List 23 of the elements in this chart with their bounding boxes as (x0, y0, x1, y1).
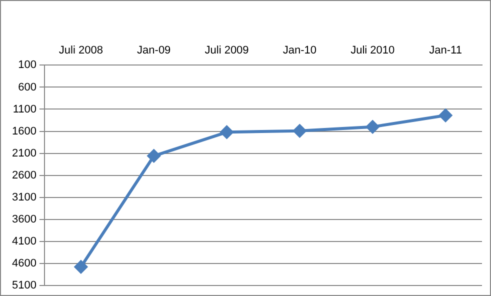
x-tick-label: Jan-10 (282, 44, 317, 57)
x-tick-label: Juli 2008 (58, 44, 103, 57)
point (366, 120, 380, 134)
y-tick-label: 2600 (12, 169, 36, 182)
y-tick-label: 4600 (12, 257, 36, 270)
x-tick-label: Juli 2009 (204, 44, 249, 57)
y-tick-label: 5100 (12, 279, 36, 292)
y-tick-label: 1600 (12, 125, 36, 138)
point (74, 260, 88, 274)
x-tick-label: Jan-11 (429, 44, 462, 57)
y-tick-label: 100 (18, 59, 36, 72)
point (439, 108, 452, 122)
x-tick-label: Jan-09 (137, 44, 171, 57)
y-tick-label: 4100 (12, 235, 36, 248)
point (147, 149, 160, 162)
x-tick-label: Juli 2010 (350, 44, 395, 57)
y-tick-label: 3100 (12, 191, 36, 204)
y-tick-label: 1100 (12, 103, 36, 116)
point (293, 124, 306, 138)
y-tick-label: 3600 (12, 213, 36, 226)
y-tick-label: 600 (18, 81, 36, 94)
y-tick-label: 2100 (12, 147, 36, 160)
point (220, 126, 234, 139)
